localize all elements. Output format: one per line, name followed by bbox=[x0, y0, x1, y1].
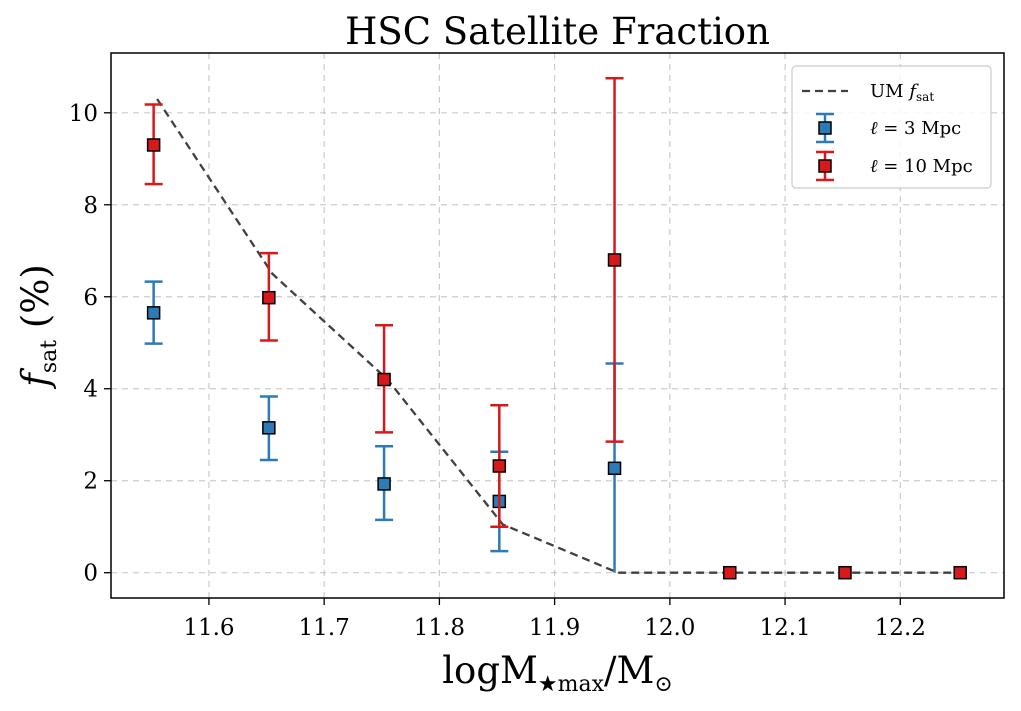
series-um-line bbox=[156, 98, 964, 574]
legend-label-math: ℓ bbox=[870, 118, 878, 139]
legend-label-text: = 3 Mpc bbox=[878, 118, 962, 139]
legend-label-sub: sat bbox=[916, 90, 934, 104]
x-tick-label: 11.7 bbox=[299, 615, 350, 641]
x-label-main: logM bbox=[442, 649, 538, 692]
chart-title: HSC Satellite Fraction bbox=[345, 10, 770, 53]
y-tick-label: 4 bbox=[83, 377, 98, 403]
legend-label-math: ℓ bbox=[870, 156, 878, 177]
data-point bbox=[146, 306, 161, 320]
data-point bbox=[838, 565, 852, 580]
y-tick-label: 8 bbox=[83, 193, 98, 219]
x-tick-label: 11.8 bbox=[414, 615, 465, 641]
x-label-sub: ★max bbox=[538, 672, 605, 697]
legend-label-text: UM bbox=[870, 81, 909, 102]
data-point bbox=[953, 565, 967, 580]
x-label-tail: /M bbox=[604, 649, 654, 692]
series-errorbar bbox=[144, 77, 967, 580]
legend-label: UM fsat bbox=[870, 81, 934, 104]
grid bbox=[111, 53, 1004, 598]
data-point bbox=[723, 565, 737, 580]
data-point bbox=[377, 372, 391, 387]
data-point bbox=[492, 459, 507, 473]
data-point bbox=[262, 290, 276, 305]
plot-frame bbox=[110, 52, 1005, 599]
x-label-sun-sub: ⊙ bbox=[654, 672, 672, 697]
ticks: 11.6 11.7 11.8 11.9 12.0 12.1 12.2 0 2 4 6 8 10 bbox=[69, 101, 926, 641]
y-tick-label: 2 bbox=[83, 469, 98, 495]
y-tick-label: 10 bbox=[69, 101, 98, 127]
series-layer bbox=[144, 77, 967, 580]
legend-box bbox=[791, 65, 992, 189]
legend-handle-marker bbox=[818, 121, 832, 135]
x-axis-label: logM★max/M⊙ bbox=[442, 649, 673, 697]
x-tick-label: 12.2 bbox=[875, 615, 926, 641]
y-label-tail: (%) bbox=[14, 264, 57, 340]
data-point bbox=[377, 477, 391, 491]
legend-label: ℓ = 3 Mpc bbox=[870, 118, 961, 139]
y-tick-label: 6 bbox=[83, 285, 98, 311]
legend-label-text: = 10 Mpc bbox=[878, 156, 973, 177]
x-tick-label: 12.1 bbox=[759, 615, 810, 641]
y-label-sub: sat bbox=[37, 340, 62, 373]
x-tick-label: 11.9 bbox=[529, 615, 580, 641]
y-axis-label: fsat (%) bbox=[14, 264, 62, 390]
y-tick-label: 0 bbox=[83, 561, 98, 587]
x-tick-label: 12.0 bbox=[644, 615, 695, 641]
data-point bbox=[607, 253, 622, 267]
data-point bbox=[607, 461, 622, 476]
data-point bbox=[262, 421, 276, 435]
legend-label: ℓ = 10 Mpc bbox=[870, 156, 973, 177]
x-tick-label: 11.6 bbox=[183, 615, 234, 641]
legend-handle-marker bbox=[818, 159, 832, 173]
um-fsat-line bbox=[156, 98, 964, 574]
data-point bbox=[146, 138, 161, 152]
